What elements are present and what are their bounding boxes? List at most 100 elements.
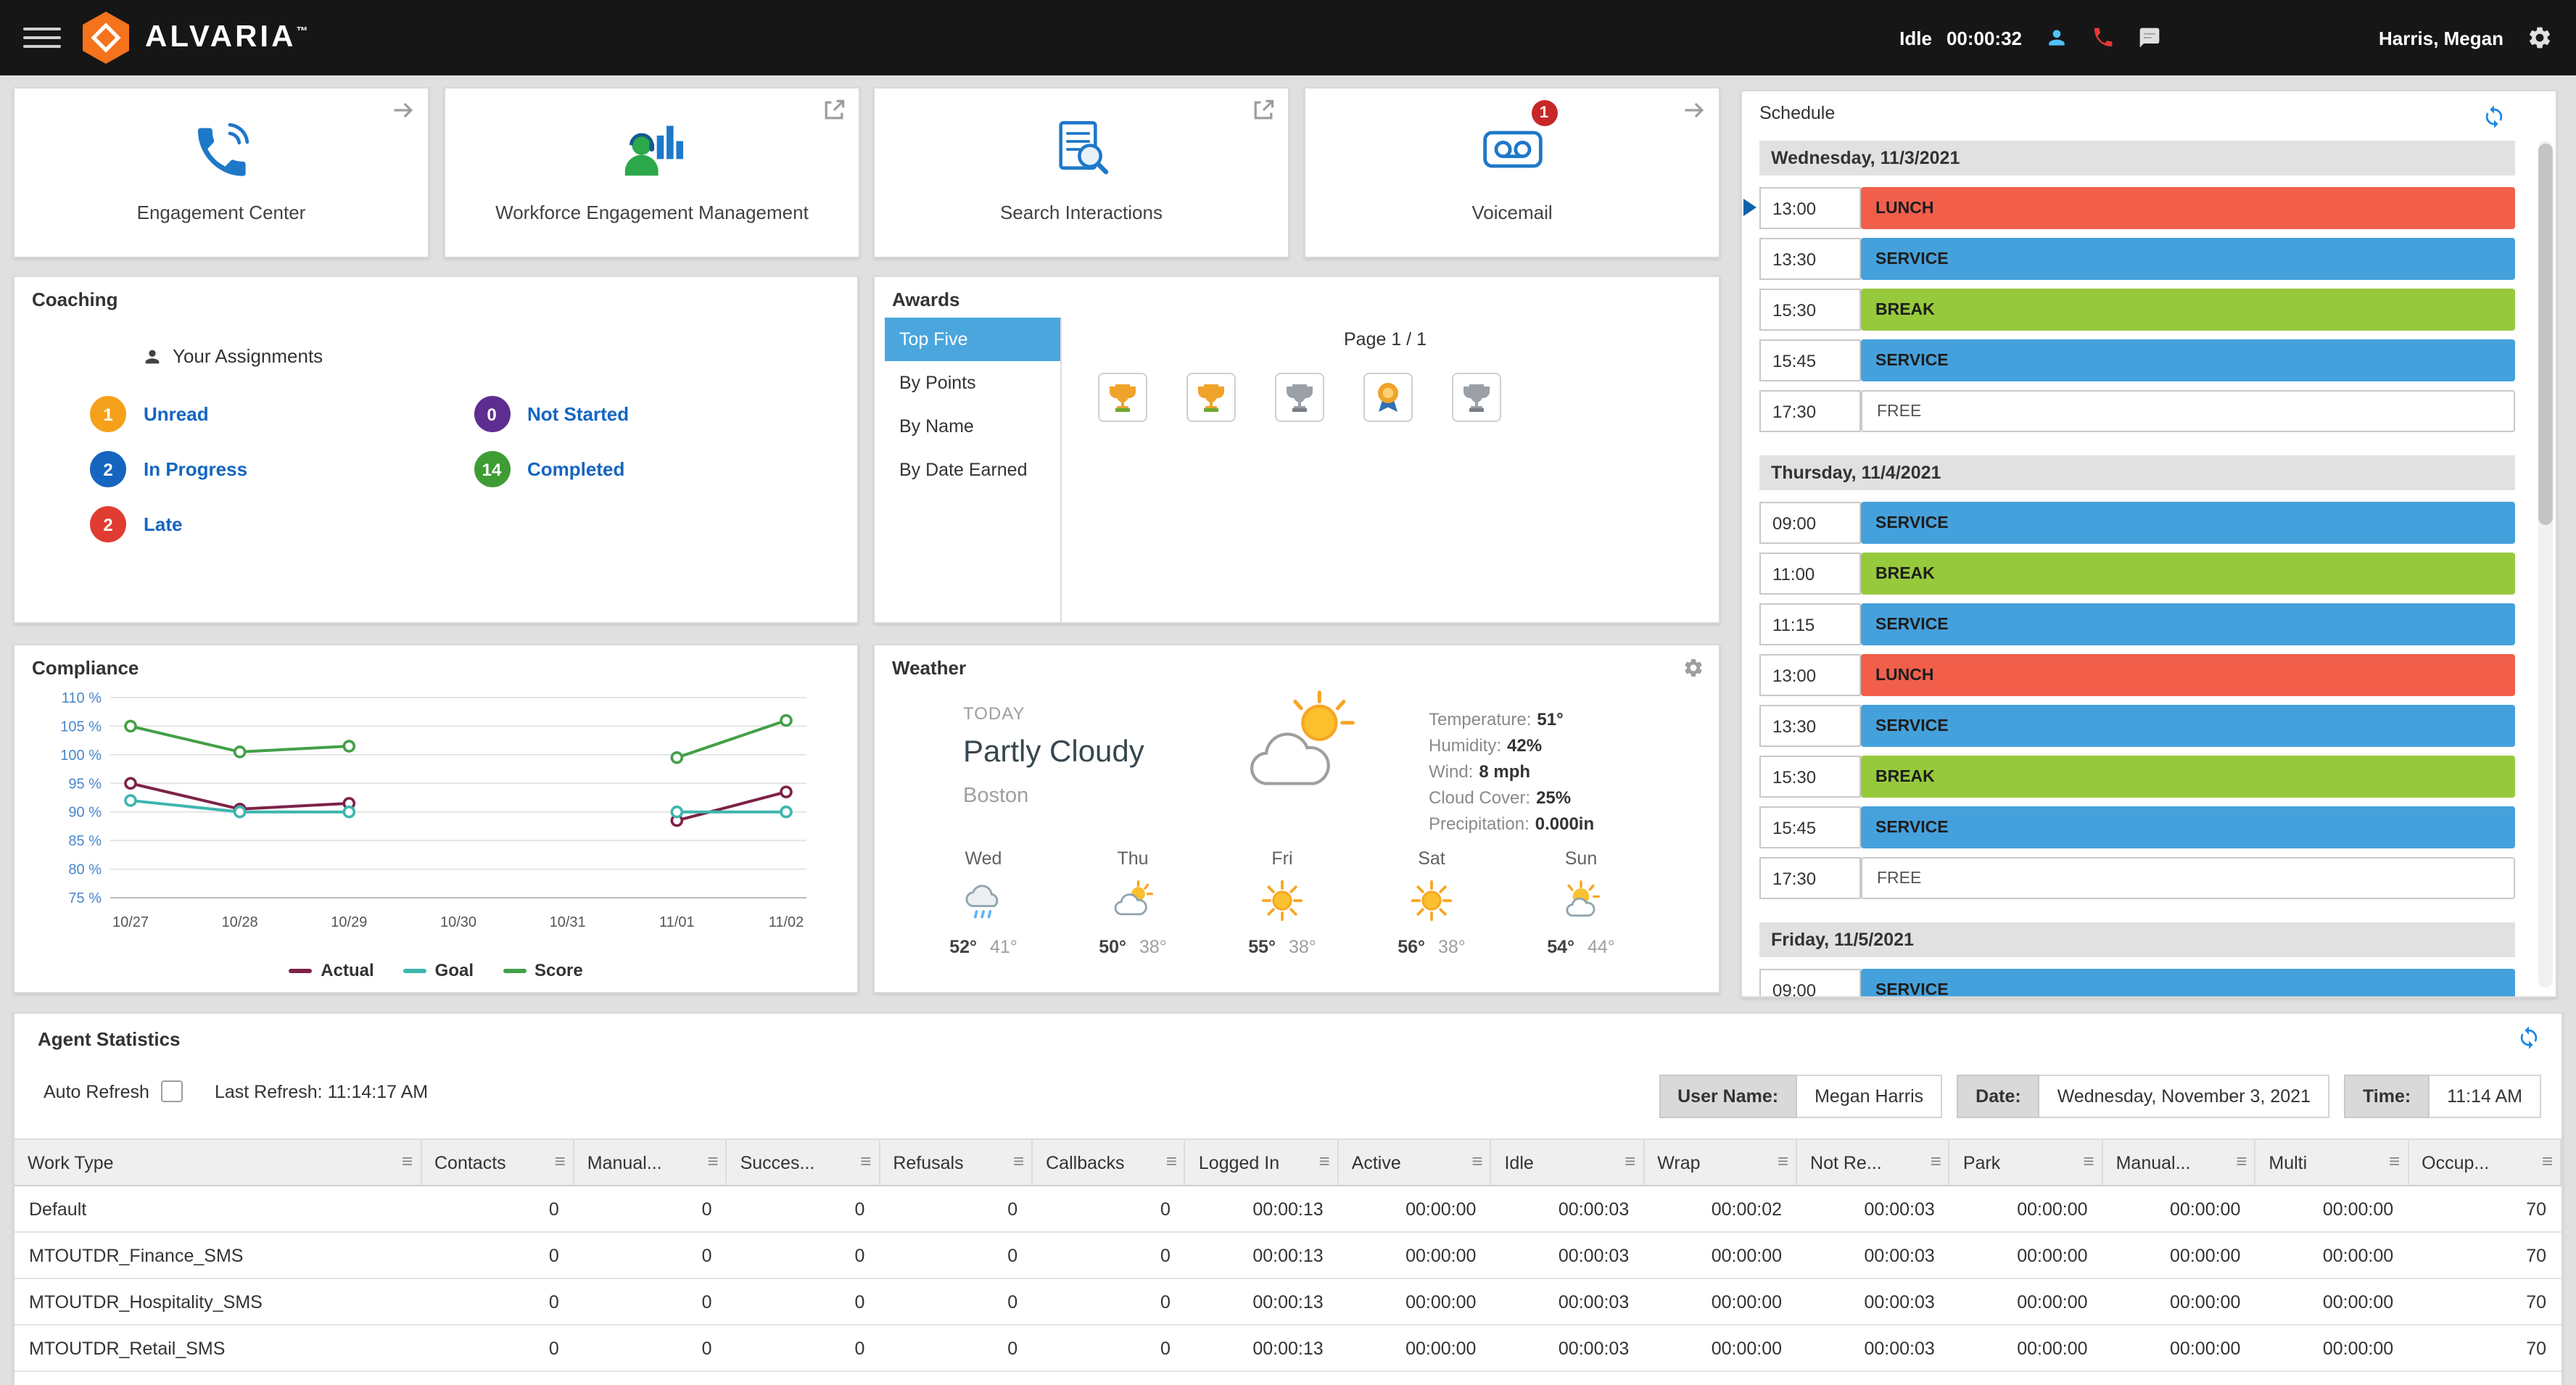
external-link-icon[interactable] [1250, 97, 1276, 131]
column-header-wrap[interactable]: Wrap ≡ [1643, 1138, 1798, 1186]
column-header-occup[interactable]: Occup... ≡ [2408, 1138, 2562, 1186]
open-arrow-icon[interactable] [1681, 97, 1707, 131]
awards-menu-by-name[interactable]: By Name [899, 416, 974, 437]
table-row[interactable]: MTOUTDR_Retail_SMS 0 0 0 0 0 00:00:13 00:00:00 0… [15, 1325, 2561, 1372]
coaching-stat-unread[interactable]: 1 Unread [90, 396, 474, 432]
app-card-engagement-center[interactable]: Engagement Center [13, 87, 429, 258]
coaching-stat-late[interactable]: 2 Late [90, 506, 474, 542]
trophy-gold-icon[interactable] [1098, 373, 1147, 422]
schedule-row[interactable]: 15:45 SERVICE [1759, 806, 2515, 848]
column-header-callbacks[interactable]: Callbacks ≡ [1032, 1138, 1186, 1186]
schedule-activity-service: SERVICE [1861, 705, 2515, 747]
stats-refresh-icon[interactable] [2517, 1025, 2541, 1057]
column-menu-icon[interactable]: ≡ [860, 1150, 872, 1172]
auto-refresh-toggle[interactable]: Auto Refresh [44, 1080, 183, 1102]
legend-goal[interactable]: Goal [402, 960, 474, 980]
schedule-row[interactable]: 09:00 SERVICE [1759, 502, 2515, 544]
schedule-activity-lunch: LUNCH [1861, 187, 2515, 229]
column-menu-icon[interactable]: ≡ [401, 1150, 413, 1172]
schedule-row[interactable]: 11:15 SERVICE [1759, 603, 2515, 645]
scrollbar-thumb[interactable] [2538, 144, 2553, 525]
coaching-stat-in-progress[interactable]: 2 In Progress [90, 451, 474, 487]
column-menu-icon[interactable]: ≡ [1012, 1150, 1025, 1172]
column-menu-icon[interactable]: ≡ [1165, 1150, 1177, 1172]
weather-settings-gear-icon[interactable] [1683, 657, 1704, 686]
award-badge-icon[interactable] [1363, 373, 1413, 422]
column-header-manual[interactable]: Manual... ≡ [573, 1138, 727, 1186]
trophy-silver-icon[interactable] [1275, 373, 1324, 422]
awards-menu-by-date-earned[interactable]: By Date Earned [899, 460, 1028, 480]
schedule-row[interactable]: 15:30 BREAK [1759, 289, 2515, 331]
column-menu-icon[interactable]: ≡ [1471, 1150, 1483, 1172]
column-menu-icon[interactable]: ≡ [2236, 1150, 2247, 1172]
column-menu-icon[interactable]: ≡ [2541, 1150, 2553, 1172]
call-alert-icon[interactable] [2092, 26, 2115, 49]
column-label: Wrap [1657, 1152, 1701, 1173]
legend-score[interactable]: Score [503, 960, 583, 980]
schedule-activity-service: SERVICE [1861, 806, 2515, 848]
column-menu-icon[interactable]: ≡ [1930, 1150, 1941, 1172]
app-card-voicemail[interactable]: 1 Voicemail [1304, 87, 1720, 258]
legend-actual[interactable]: Actual [289, 960, 374, 980]
column-header-refusals[interactable]: Refusals ≡ [879, 1138, 1033, 1186]
compliance-chart: 75 % 80 % 85 % 90 % 95 % 100 % 105 % 110 % 10/27… [60, 690, 806, 930]
messages-icon[interactable] [2138, 26, 2161, 49]
app-card-wem[interactable]: Workforce Engagement Management [444, 87, 860, 258]
schedule-refresh-icon[interactable] [2482, 104, 2506, 136]
schedule-row[interactable]: 13:00 LUNCH [1759, 654, 2515, 696]
schedule-row[interactable]: 13:30 SERVICE [1759, 705, 2515, 747]
schedule-row[interactable]: 15:30 BREAK [1759, 756, 2515, 798]
open-arrow-icon[interactable] [390, 97, 416, 131]
app-card-search-interactions[interactable]: Search Interactions [873, 87, 1289, 258]
column-menu-icon[interactable]: ≡ [2388, 1150, 2400, 1172]
column-menu-icon[interactable]: ≡ [2083, 1150, 2094, 1172]
column-header-idle[interactable]: Idle ≡ [1490, 1138, 1645, 1186]
your-assignments[interactable]: Your Assignments [142, 345, 857, 367]
svg-text:100 %: 100 % [60, 748, 102, 764]
column-header-not-re[interactable]: Not Re... ≡ [1796, 1138, 1950, 1186]
schedule-row[interactable]: 17:30 FREE [1759, 857, 2515, 899]
schedule-time: 11:00 [1759, 553, 1861, 595]
coaching-stat-not-started[interactable]: 0 Not Started [474, 396, 857, 432]
schedule-row[interactable]: 09:00 SERVICE [1759, 969, 2515, 996]
agent-state-icon[interactable] [2045, 26, 2068, 49]
trophy-gold-icon[interactable] [1186, 373, 1236, 422]
coaching-stat-completed[interactable]: 14 Completed [474, 451, 857, 487]
column-menu-icon[interactable]: ≡ [707, 1150, 719, 1172]
column-header-multi[interactable]: Multi ≡ [2255, 1138, 2409, 1186]
column-header-contacts[interactable]: Contacts ≡ [421, 1138, 574, 1186]
column-menu-icon[interactable]: ≡ [1318, 1150, 1330, 1172]
auto-refresh-checkbox[interactable] [160, 1080, 183, 1102]
schedule-time: 13:00 [1759, 187, 1861, 229]
column-header-logged-in[interactable]: Logged In ≡ [1184, 1138, 1339, 1186]
column-header-park[interactable]: Park ≡ [1949, 1138, 2103, 1186]
stat-cell: 0 [573, 1371, 727, 1385]
column-header-succes[interactable]: Succes... ≡ [726, 1138, 880, 1186]
schedule-time: 09:00 [1759, 969, 1861, 996]
user-name[interactable]: Harris, Megan [2379, 27, 2503, 49]
schedule-row[interactable]: 13:30 SERVICE [1759, 238, 2515, 280]
external-link-icon[interactable] [821, 97, 847, 131]
column-menu-icon[interactable]: ≡ [1777, 1150, 1789, 1172]
column-menu-icon[interactable]: ≡ [554, 1150, 566, 1172]
trophy-silver-icon[interactable] [1452, 373, 1501, 422]
table-row[interactable]: MTOUTDR_Finance_SMS 0 0 0 0 0 00:00:13 00:00:00… [15, 1232, 2561, 1279]
column-header-work-type[interactable]: Work Type ≡ [15, 1138, 421, 1186]
awards-menu-by-points[interactable]: By Points [899, 373, 976, 393]
schedule-row[interactable]: 11:00 BREAK [1759, 553, 2515, 595]
column-menu-icon[interactable]: ≡ [1625, 1150, 1636, 1172]
stat-cell: 0 [421, 1325, 574, 1372]
stat-cell: 00:00:13 [1184, 1232, 1338, 1279]
awards-menu-top-five[interactable]: Top Five [885, 318, 1060, 361]
column-header-active[interactable]: Active ≡ [1337, 1138, 1492, 1186]
settings-gear-icon[interactable] [2527, 25, 2553, 51]
schedule-row[interactable]: 15:45 SERVICE [1759, 339, 2515, 381]
table-row[interactable]: Default 0 0 0 0 0 00:00:13 00:00:00 00:00:03 00:0… [15, 1186, 2561, 1233]
menu-icon[interactable] [23, 28, 61, 48]
schedule-row[interactable]: 17:30 FREE [1759, 390, 2515, 432]
schedule-scrollbar[interactable] [2538, 141, 2553, 988]
schedule-row[interactable]: 13:00 LUNCH [1743, 187, 2515, 229]
table-row[interactable]: MTOUTDR_Hospitality_SMS 0 0 0 0 0 00:00:13 00:0… [15, 1278, 2561, 1326]
column-header-manual[interactable]: Manual... ≡ [2102, 1138, 2256, 1186]
table-row[interactable]: MTOUTDR_Utilities_SMS0000000:00:1300:00:… [15, 1371, 2561, 1385]
